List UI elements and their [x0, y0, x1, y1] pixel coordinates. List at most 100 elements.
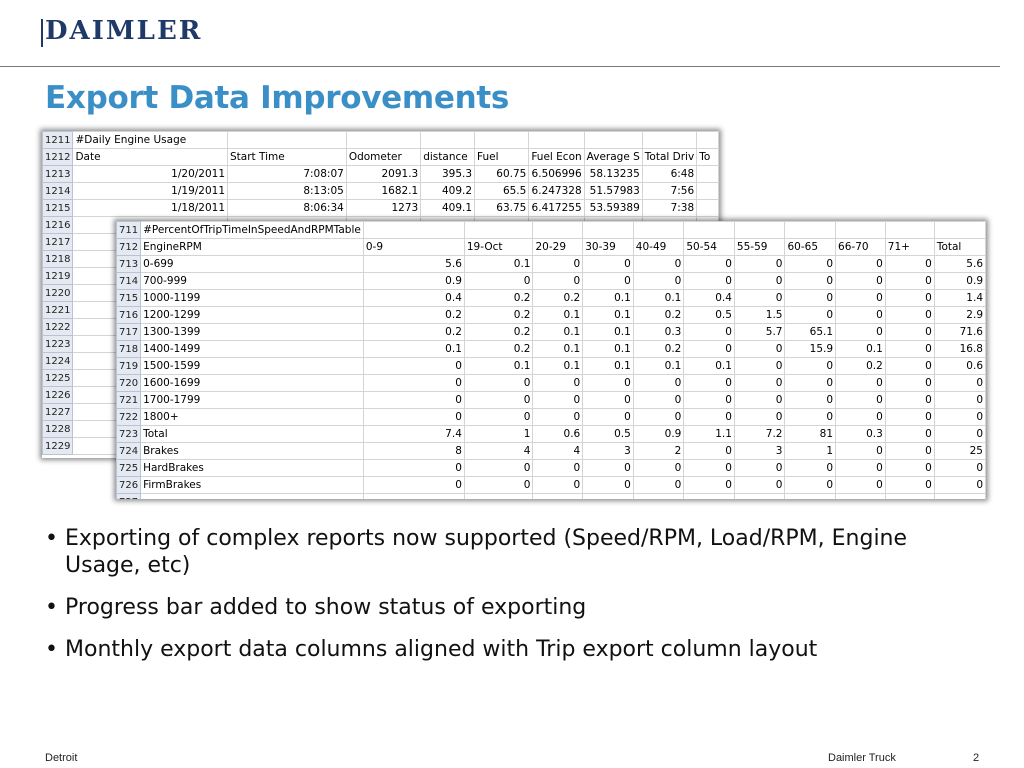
table-cell: [632, 221, 685, 239]
table-cell: 55-59: [733, 238, 786, 256]
table-cell: 1200-1299: [140, 306, 364, 324]
table-cell: 0: [582, 476, 634, 494]
table-cell: 0: [683, 272, 735, 290]
table-cell: 0: [835, 374, 886, 392]
table-cell: 0.2: [463, 323, 534, 341]
table-cell: 0: [683, 476, 735, 494]
table-cell: [933, 221, 986, 239]
table-cell: 0.1: [582, 340, 634, 358]
table-cell: 1.5: [733, 306, 786, 324]
table-cell: 0: [884, 289, 935, 307]
daimler-logo: DAIMLER: [41, 16, 216, 46]
table-cell: 0: [884, 340, 935, 358]
table-cell: 50-54: [683, 238, 735, 256]
table-cell: 0: [733, 459, 786, 477]
row-number: 1213: [42, 165, 74, 183]
table-cell: 0: [532, 408, 584, 426]
row-number: 1228: [42, 420, 74, 438]
table-cell: 7:38: [641, 199, 698, 217]
table-cell: Start Time: [227, 148, 347, 166]
table-row: 721 1700-1799 0 0 0 0 0 0 0 0 0 0 0: [116, 391, 986, 409]
table-cell: 0: [835, 476, 886, 494]
table-cell: 0: [733, 289, 786, 307]
row-number: 715: [116, 289, 142, 307]
table-cell: 0.1: [532, 357, 584, 375]
table-cell: 71.6: [933, 323, 986, 341]
table-cell: 0: [463, 272, 534, 290]
table-cell: 3: [582, 442, 634, 460]
table-cell: 0.2: [362, 306, 465, 324]
row-number: 1222: [42, 318, 74, 336]
table-cell: [140, 493, 364, 499]
table-cell: 0: [835, 306, 886, 324]
table-cell: 8:13:05: [227, 182, 347, 200]
table-cell: 0.5: [683, 306, 735, 324]
table-cell: 0: [835, 255, 886, 273]
table-cell: EngineRPM: [140, 238, 364, 256]
table-cell: 0: [835, 442, 886, 460]
table-row: 724 Brakes 8 4 4 3 2 0 3 1 0 0 25: [116, 442, 986, 460]
table-cell: [362, 221, 465, 239]
table-cell: [583, 131, 643, 149]
footer-location: Detroit: [45, 752, 78, 764]
table-cell: 1: [463, 425, 534, 443]
table-cell: 0: [884, 391, 935, 409]
table-cell: 0: [784, 408, 837, 426]
table-row: 727: [116, 493, 986, 499]
table-cell: Brakes: [140, 442, 364, 460]
table-cell: 0.1: [632, 289, 685, 307]
row-number: 725: [116, 459, 142, 477]
table-cell: 0: [632, 459, 685, 477]
bullet-text: Exporting of complex reports now support…: [65, 526, 908, 578]
table-cell: 0: [582, 374, 634, 392]
bullet-item: • Progress bar added to show status of ex…: [45, 594, 985, 621]
table-cell: 0: [683, 459, 735, 477]
table-cell: 0: [683, 391, 735, 409]
table-cell: 0: [784, 374, 837, 392]
table-cell: 0.1: [532, 323, 584, 341]
table-cell: 0: [733, 374, 786, 392]
table-cell: 58.13235: [583, 165, 643, 183]
table-cell: 6:48: [641, 165, 698, 183]
table-cell: Odometer: [345, 148, 422, 166]
table-cell: 0.2: [463, 306, 534, 324]
table-cell: 0.5: [582, 425, 634, 443]
table-cell: 6.247328: [528, 182, 585, 200]
row-number: 716: [116, 306, 142, 324]
row-number: 717: [116, 323, 142, 341]
row-number: 727: [116, 493, 142, 499]
table-cell: 0: [532, 272, 584, 290]
table-cell: Date: [72, 148, 229, 166]
table-cell: 0: [835, 459, 886, 477]
table-cell: 19-Oct: [463, 238, 534, 256]
table-cell: 0.4: [362, 289, 465, 307]
bullet-text: Monthly export data columns aligned with…: [65, 637, 818, 662]
table-cell: 0.1: [582, 306, 634, 324]
table-cell: 60.75: [474, 165, 530, 183]
table-cell: 5.6: [362, 255, 465, 273]
table-row: 713 0-699 5.6 0.1 0 0 0 0 0 0 0 0 5.6: [116, 255, 986, 273]
table-row: 715 1000-1199 0.4 0.2 0.2 0.1 0.1 0.4 0 0 0 0 1.4: [116, 289, 986, 307]
table-cell: 0: [933, 408, 986, 426]
table-cell: 1/20/2011: [72, 165, 229, 183]
table-cell: 1/19/2011: [72, 182, 229, 200]
table-cell: [884, 221, 935, 239]
table-cell: 0: [835, 408, 886, 426]
table-cell: 0: [884, 272, 935, 290]
table-row: 726 FirmBrakes 0 0 0 0 0 0 0 0 0 0 0: [116, 476, 986, 494]
table-cell: 0: [933, 425, 986, 443]
table-cell: 51.57983: [583, 182, 643, 200]
table-cell: 6.417255: [528, 199, 585, 217]
table-cell: [696, 199, 719, 217]
table-cell: 4: [532, 442, 584, 460]
table-cell: 7.4: [362, 425, 465, 443]
table-cell: 0: [683, 374, 735, 392]
table-cell: 0: [733, 340, 786, 358]
table-cell: 0.2: [532, 289, 584, 307]
row-number: 713: [116, 255, 142, 273]
table-cell: [632, 493, 685, 499]
table-cell: 0: [463, 408, 534, 426]
table-cell: 0: [632, 272, 685, 290]
table-cell: 0: [733, 255, 786, 273]
table-cell: HardBrakes: [140, 459, 364, 477]
